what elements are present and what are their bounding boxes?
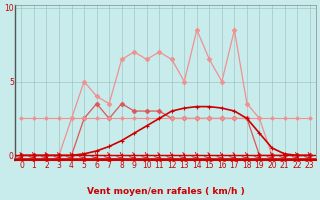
X-axis label: Vent moyen/en rafales ( km/h ): Vent moyen/en rafales ( km/h ) bbox=[87, 187, 244, 196]
